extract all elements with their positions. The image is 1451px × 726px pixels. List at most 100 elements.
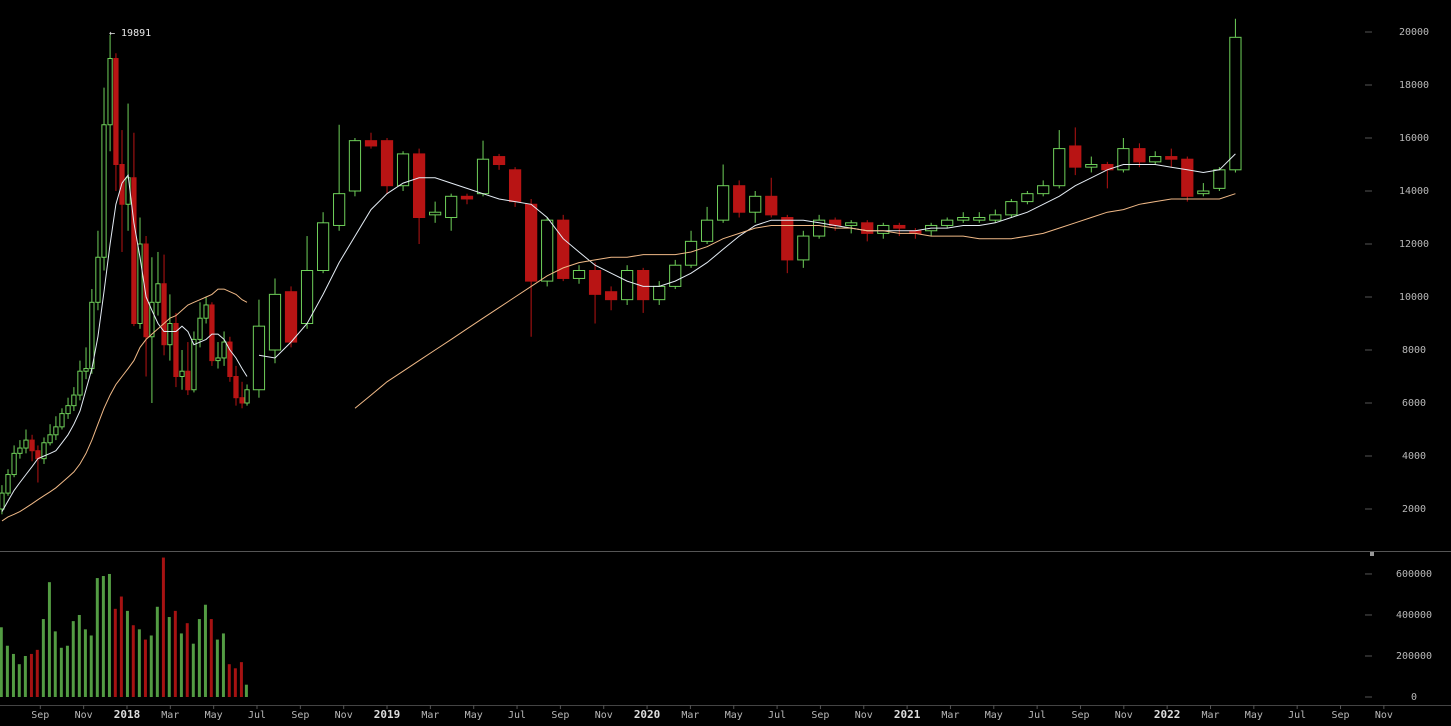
y-tick-label: 2000 [1402, 504, 1426, 515]
x-tick-label: Sep [291, 710, 309, 721]
candle-body [11, 452, 17, 476]
x-tick-label: 2018 [114, 708, 141, 721]
volume-y-tick-label: 400000 [1396, 610, 1432, 621]
x-tick-label: Nov [1115, 710, 1133, 721]
candle-body [197, 317, 203, 340]
candle-body [221, 341, 227, 359]
candle-body [161, 283, 167, 346]
volume-bar [179, 633, 183, 698]
candle-body [155, 283, 161, 303]
x-tick-label: Jul [1028, 710, 1046, 721]
candle-body [700, 219, 714, 242]
x-tick-label: Nov [855, 710, 873, 721]
candle-body [588, 270, 602, 295]
candle-body [797, 235, 810, 261]
volume-bar [29, 653, 33, 698]
x-tick-label: Mar [941, 710, 959, 721]
volume-y-tick-label: 0 [1411, 692, 1417, 703]
candle-body [137, 243, 143, 325]
candle-body [893, 224, 906, 229]
volume-bar [143, 639, 147, 698]
volume-bar [221, 633, 225, 698]
x-tick-label: Mar [161, 710, 179, 721]
candle-body [684, 240, 698, 266]
y-tick-label: 6000 [1402, 398, 1426, 409]
volume-bar [161, 557, 165, 698]
candle-body [131, 177, 137, 325]
candle-body [541, 219, 554, 282]
candle-body [1133, 148, 1146, 163]
x-tick-label: Sep [1071, 710, 1089, 721]
candle-body [572, 270, 586, 279]
x-tick-label: Nov [75, 710, 93, 721]
candle-body [1181, 158, 1194, 197]
candle-body [1229, 36, 1242, 171]
y-tick-label: 20000 [1399, 27, 1429, 38]
volume-bar [0, 627, 3, 698]
candle-body [233, 376, 239, 399]
candle-body [941, 219, 954, 226]
candle-body [53, 426, 59, 436]
candle-body [185, 370, 191, 391]
pane-handle [1370, 552, 1374, 556]
moving-average [354, 193, 1236, 409]
volume-bar [101, 576, 105, 698]
volume-bar [167, 617, 171, 698]
candle-body [412, 153, 426, 219]
volume-bar [155, 606, 159, 698]
candle-body [445, 195, 458, 219]
candle-body [508, 169, 522, 203]
candle-body [1069, 145, 1082, 168]
candle-body [1005, 201, 1018, 216]
candle-body [239, 397, 245, 404]
candle-body [203, 304, 209, 319]
candle-body [47, 434, 53, 444]
candle-body [1037, 185, 1050, 195]
x-tick-label: Nov [1375, 710, 1393, 721]
y-tick-label: 4000 [1402, 451, 1426, 462]
candle-body [83, 368, 89, 372]
candle-body [252, 325, 266, 391]
candle-body [143, 243, 149, 338]
volume-bar [107, 573, 111, 698]
candle-body [167, 323, 173, 346]
volume-bar [215, 639, 219, 698]
candle-body [525, 203, 538, 282]
x-tick-label: Mar [681, 710, 699, 721]
x-tick-label: Jul [1288, 710, 1306, 721]
volume-bar [233, 668, 237, 698]
candle-body [149, 301, 155, 338]
volume-bar [244, 684, 248, 698]
candle-body [1021, 193, 1034, 203]
volume-bar [95, 578, 99, 698]
x-tick-label: May [725, 710, 743, 721]
candle-body [1165, 156, 1178, 160]
candle-body [29, 439, 35, 452]
x-tick-label: Sep [811, 710, 829, 721]
candle-body [380, 140, 394, 187]
x-tick-label: May [465, 710, 483, 721]
x-tick-label: Mar [421, 710, 439, 721]
candle-body [765, 195, 778, 216]
y-tick-label: 18000 [1399, 80, 1429, 91]
candle-body [284, 291, 298, 343]
x-tick-label: Sep [551, 710, 569, 721]
volume-bar [185, 623, 189, 698]
candle-body [5, 474, 11, 494]
volume-bar [47, 582, 51, 698]
y-tick-label: 16000 [1399, 133, 1429, 144]
candle-body [364, 140, 378, 147]
volume-bar [5, 645, 9, 698]
candle-body [845, 222, 858, 226]
candle-body [23, 439, 29, 449]
volume-bar [17, 664, 21, 698]
candle-body [65, 405, 71, 415]
candle-body [492, 156, 506, 166]
candle-body [460, 195, 474, 200]
candle-body [268, 293, 282, 351]
x-tick-label: May [1245, 710, 1263, 721]
candle-body [781, 217, 794, 261]
